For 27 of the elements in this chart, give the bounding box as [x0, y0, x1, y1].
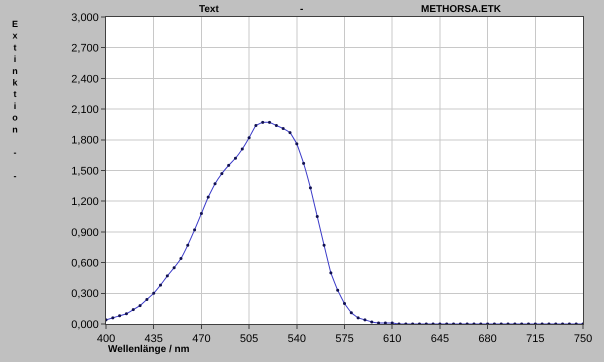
- chart-title: Text: [199, 4, 220, 15]
- y-tick-label: 1,800: [71, 134, 99, 147]
- x-tick-label: 645: [430, 333, 450, 346]
- x-tick-label: 610: [383, 333, 402, 346]
- y-tick-label: 0,300: [71, 288, 99, 300]
- y-tick-label: 2,100: [71, 104, 99, 116]
- text: Extinktion - -: [12, 19, 18, 182]
- text: -: [300, 4, 304, 15]
- x-tick-label: 680: [478, 333, 497, 346]
- x-tick-label: 750: [574, 333, 592, 346]
- x-tick-label: 400: [96, 333, 116, 346]
- x-tick-label: 505: [240, 333, 258, 346]
- x-tick-label: 470: [192, 333, 211, 346]
- x-axis-title: Wellenlänge / nm: [108, 344, 190, 355]
- y-tick-label: 1,500: [71, 165, 99, 178]
- y-tick-label: 3,000: [71, 12, 99, 24]
- x-tick-label: 435: [144, 333, 163, 346]
- text: METHORSA.ETK: [421, 4, 502, 15]
- y-tick-label: 2,700: [71, 42, 99, 55]
- y-tick-label: 0,000: [71, 318, 99, 331]
- x-tick-label: 715: [526, 333, 544, 346]
- y-tick-label: 0,600: [71, 257, 99, 270]
- y-tick-label: 2,400: [71, 73, 99, 86]
- y-tick-label: 1,200: [71, 196, 99, 208]
- y-tick-label: 0,900: [71, 226, 99, 239]
- x-tick-label: 540: [288, 333, 306, 346]
- x-tick-label: 575: [335, 333, 354, 346]
